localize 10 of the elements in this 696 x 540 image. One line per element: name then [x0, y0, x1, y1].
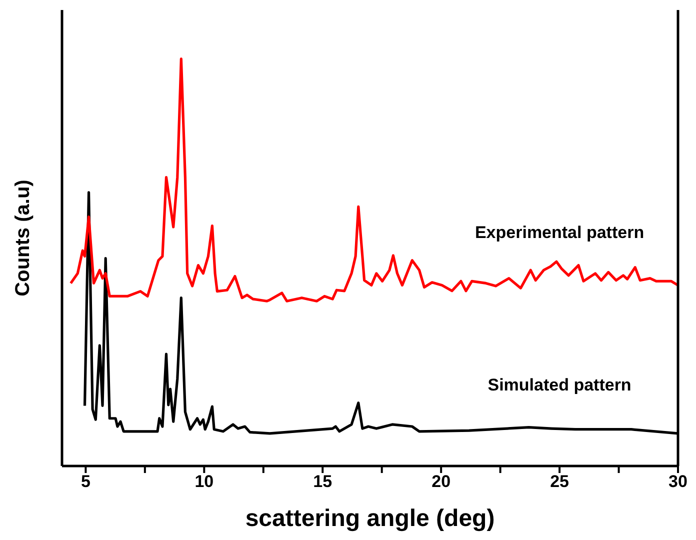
x-tick-label: 5 [80, 472, 90, 492]
x-tick-label: 15 [313, 472, 332, 492]
x-axis-title: scattering angle (deg) [245, 505, 495, 532]
x-tick-label: 30 [668, 472, 688, 492]
series-label: Experimental pattern [474, 222, 644, 242]
text: Simulated pattern [488, 376, 632, 395]
x-tick-label: 25 [550, 472, 569, 492]
y-axis-title: Counts (a.u) [12, 180, 34, 296]
x-tick-label: 20 [432, 472, 451, 492]
x-tick-label: 10 [194, 472, 214, 492]
